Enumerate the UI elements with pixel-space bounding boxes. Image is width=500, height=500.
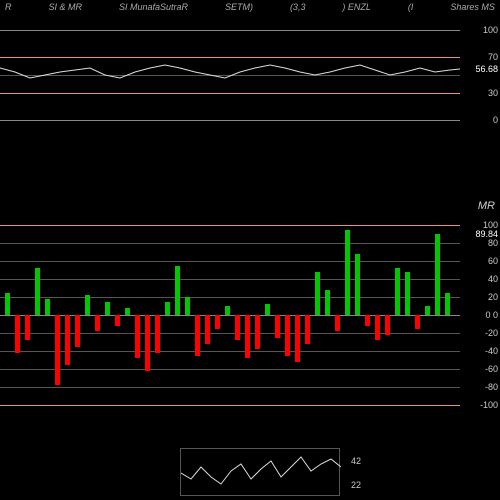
mr-bar bbox=[305, 315, 310, 344]
axis-label: -80 bbox=[485, 382, 498, 392]
mr-bar bbox=[255, 315, 260, 349]
mr-bar bbox=[55, 315, 60, 385]
gridline bbox=[0, 225, 460, 226]
gridline bbox=[0, 243, 460, 244]
axis-label: -20 bbox=[485, 328, 498, 338]
header-item: (I bbox=[408, 2, 414, 12]
mr-bar bbox=[165, 302, 170, 316]
mr-bar bbox=[215, 315, 220, 329]
current-value-label: 56.68 bbox=[475, 64, 498, 74]
mr-bar bbox=[365, 315, 370, 326]
mr-bar bbox=[75, 315, 80, 347]
mr-bar bbox=[135, 315, 140, 358]
mr-bar bbox=[385, 315, 390, 335]
mr-bar bbox=[325, 290, 330, 315]
mr-bar bbox=[425, 306, 430, 315]
axis-label: 100 bbox=[483, 25, 498, 35]
mr-bar bbox=[15, 315, 20, 353]
mr-bar bbox=[65, 315, 70, 365]
mr-bar bbox=[235, 315, 240, 340]
header-item: SI MunafaSutraR bbox=[119, 2, 188, 12]
mr-bar bbox=[185, 297, 190, 315]
mr-bar bbox=[395, 268, 400, 315]
mr-bar bbox=[35, 268, 40, 315]
current-value-label: 89.84 bbox=[475, 229, 498, 239]
mr-bar bbox=[225, 306, 230, 315]
axis-label: -40 bbox=[485, 346, 498, 356]
mr-bar bbox=[45, 299, 50, 315]
mr-bar bbox=[25, 315, 30, 340]
axis-label: 60 bbox=[488, 256, 498, 266]
mr-bar bbox=[295, 315, 300, 362]
gridline bbox=[0, 279, 460, 280]
mr-bar bbox=[275, 315, 280, 338]
mr-bar bbox=[145, 315, 150, 371]
axis-label: 80 bbox=[488, 238, 498, 248]
axis-label: 20 bbox=[488, 292, 498, 302]
mr-bar bbox=[175, 266, 180, 316]
mr-bar bbox=[265, 304, 270, 315]
mr-bar bbox=[415, 315, 420, 329]
header-item: R bbox=[5, 2, 12, 12]
header-item: Shares MS bbox=[450, 2, 495, 12]
mr-bar bbox=[155, 315, 160, 353]
mr-bar bbox=[105, 302, 110, 316]
mr-label: MR bbox=[478, 200, 495, 212]
mr-bar bbox=[355, 254, 360, 315]
header-item: ) ENZL bbox=[342, 2, 371, 12]
gridline bbox=[0, 297, 460, 298]
mr-bar bbox=[285, 315, 290, 356]
gridline bbox=[0, 405, 460, 406]
header-item: (3,3 bbox=[290, 2, 306, 12]
axis-label: 42 bbox=[351, 456, 361, 466]
mr-bar bbox=[125, 308, 130, 315]
mini-oscillator-panel: 4222 bbox=[180, 448, 340, 496]
mr-bar bbox=[405, 272, 410, 315]
mr-bar bbox=[195, 315, 200, 356]
mr-bar bbox=[95, 315, 100, 331]
mr-bar bbox=[335, 315, 340, 331]
header-item: SI & MR bbox=[48, 2, 82, 12]
axis-label: -100 bbox=[480, 400, 498, 410]
mr-bar bbox=[445, 293, 450, 316]
mr-bar bbox=[435, 234, 440, 315]
axis-label: 40 bbox=[488, 274, 498, 284]
rsi-panel: 1007030056.68 bbox=[0, 30, 460, 120]
mr-bar bbox=[345, 230, 350, 316]
axis-label: 22 bbox=[351, 480, 361, 490]
gridline bbox=[0, 120, 460, 121]
mr-bar bbox=[115, 315, 120, 326]
gridline bbox=[0, 387, 460, 388]
axis-label: -60 bbox=[485, 364, 498, 374]
mr-bar bbox=[315, 272, 320, 315]
mr-bar bbox=[85, 295, 90, 315]
gridline bbox=[0, 261, 460, 262]
axis-label: 0 0 bbox=[485, 310, 498, 320]
mr-bar bbox=[5, 293, 10, 316]
mr-bar bbox=[245, 315, 250, 358]
header-item: SETM) bbox=[225, 2, 253, 12]
axis-label: 0 bbox=[493, 115, 498, 125]
mr-panel: 100806040200 0-20-40-60-80-10089.84 bbox=[0, 225, 460, 405]
mr-bar bbox=[205, 315, 210, 344]
axis-label: 30 bbox=[488, 88, 498, 98]
chart-header: R SI & MR SI MunafaSutraR SETM) (3,3 ) E… bbox=[0, 0, 500, 14]
gridline bbox=[0, 369, 460, 370]
axis-label: 70 bbox=[488, 52, 498, 62]
mr-bar bbox=[375, 315, 380, 340]
